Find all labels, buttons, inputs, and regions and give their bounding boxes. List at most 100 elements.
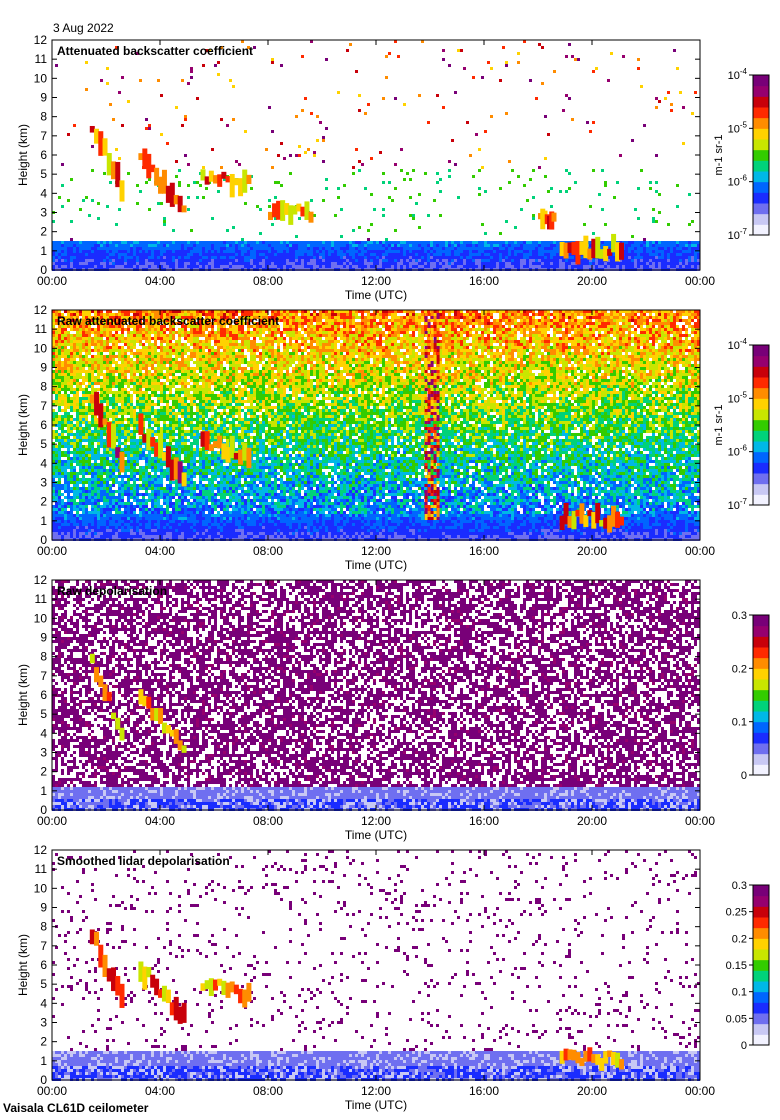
cloud-segment: [246, 983, 251, 1002]
x-axis-label: Time (UTC): [345, 1098, 407, 1112]
x-tick-label: 04:00: [145, 814, 175, 828]
y-tick-label: 8: [40, 380, 47, 394]
y-tick-label: 2: [40, 225, 47, 239]
y-tick-label: 5: [40, 977, 47, 991]
y-tick-label: 10: [34, 611, 48, 625]
cloud-segment: [182, 1003, 187, 1023]
y-tick-label: 10: [34, 881, 48, 895]
cloud-segment: [120, 728, 125, 741]
cloud-segment: [246, 175, 251, 184]
y-tick-label: 5: [40, 167, 47, 181]
y-tick-label: 11: [35, 592, 48, 606]
x-tick-label: 00:00: [685, 814, 715, 828]
colorbar-tick-label: 10-7: [728, 227, 748, 242]
cloud-segment: [107, 692, 112, 701]
cloud-segment: [166, 990, 171, 1003]
y-tick-label: 6: [40, 148, 47, 162]
cloud-segment: [583, 515, 588, 527]
y-axis-label: Height (km): [16, 394, 30, 456]
y-tick-label: 1: [40, 1054, 47, 1068]
y-tick-label: 3: [40, 476, 47, 490]
y-tick-label: 11: [35, 52, 48, 66]
y-tick-label: 10: [34, 71, 48, 85]
colorbar-tick-label: 0.1: [732, 717, 747, 729]
y-tick-label: 3: [40, 746, 47, 760]
y-tick-label: 2: [40, 495, 47, 509]
y-tick-label: 11: [35, 862, 48, 876]
x-tick-label: 08:00: [253, 814, 283, 828]
cloud-segment: [619, 517, 624, 526]
y-tick-label: 9: [40, 361, 47, 375]
x-tick-label: 20:00: [577, 544, 607, 558]
colorbar-tick-label: 0.2: [732, 933, 747, 945]
x-tick-label: 00:00: [685, 274, 715, 288]
x-tick-label: 12:00: [361, 814, 391, 828]
x-tick-label: 12:00: [361, 274, 391, 288]
colorbar-tick-label: 0.15: [726, 960, 747, 972]
cloud-segment: [111, 424, 116, 449]
x-axis-label: Time (UTC): [345, 288, 407, 302]
y-tick-label: 7: [40, 939, 47, 953]
x-tick-label: 12:00: [361, 1084, 391, 1098]
y-tick-label: 9: [40, 631, 47, 645]
y-axis-label: Height (km): [16, 124, 30, 186]
y-tick-label: 11: [35, 322, 48, 336]
y-tick-label: 8: [40, 920, 47, 934]
y-axis-label: Height (km): [16, 934, 30, 996]
cloud-segment: [120, 180, 125, 201]
y-tick-label: 5: [40, 437, 47, 451]
y-tick-label: 4: [40, 186, 47, 200]
x-tick-label: 16:00: [469, 274, 499, 288]
colorbar-tick-label: 10-5: [728, 120, 748, 135]
y-tick-label: 9: [40, 901, 47, 915]
x-tick-label: 04:00: [145, 1084, 175, 1098]
x-tick-label: 16:00: [469, 544, 499, 558]
x-tick-label: 04:00: [145, 274, 175, 288]
cloud-segment: [619, 243, 624, 260]
cloud-segment: [182, 205, 187, 212]
y-tick-label: 7: [40, 399, 47, 413]
colorbar-tick-label: 0.1: [732, 987, 747, 999]
x-tick-label: 00:00: [685, 544, 715, 558]
x-tick-label: 20:00: [577, 814, 607, 828]
y-tick-label: 4: [40, 996, 47, 1010]
x-tick-label: 00:00: [37, 274, 67, 288]
y-tick-label: 6: [40, 958, 47, 972]
y-tick-label: 7: [40, 669, 47, 683]
y-tick-label: 4: [40, 456, 47, 470]
y-tick-label: 12: [34, 843, 48, 857]
y-tick-label: 4: [40, 726, 47, 740]
cloud-segment: [90, 654, 95, 664]
colorbar-tick-label: 10-4: [728, 337, 748, 352]
cloud-segment: [94, 932, 99, 946]
y-tick-label: 1: [40, 514, 47, 528]
cloud-segment: [138, 413, 143, 434]
panel-title: Raw depolarisation: [57, 584, 167, 598]
cloud-segment: [120, 452, 125, 472]
x-tick-label: 20:00: [577, 1084, 607, 1098]
y-tick-label: 8: [40, 650, 47, 664]
cloud-segment: [158, 708, 163, 724]
cloud-segment: [120, 984, 125, 1008]
x-tick-label: 00:00: [37, 544, 67, 558]
x-tick-label: 00:00: [685, 1084, 715, 1098]
y-tick-label: 3: [40, 1016, 47, 1030]
plot-area: [52, 850, 700, 1080]
cloud-segment: [619, 1059, 624, 1069]
y-tick-label: 1: [40, 244, 47, 258]
colorbar-tick-label: 0.3: [732, 880, 747, 892]
x-tick-label: 08:00: [253, 544, 283, 558]
x-tick-label: 16:00: [469, 1084, 499, 1098]
y-tick-label: 12: [34, 573, 48, 587]
cloud-segment: [182, 473, 187, 487]
x-axis-label: Time (UTC): [345, 558, 407, 572]
panel-title: Smoothed lidar depolarisation: [57, 854, 230, 868]
panel-title: Raw attenuated backscatter coefficient: [57, 314, 279, 328]
colorbar-tick-label: 0: [741, 1040, 747, 1052]
y-tick-label: 9: [40, 91, 47, 105]
x-tick-label: 04:00: [145, 544, 175, 558]
colorbar-tick-label: 0.3: [732, 610, 747, 622]
colorbar-units: m-1 sr-1: [713, 135, 725, 176]
y-tick-label: 6: [40, 418, 47, 432]
